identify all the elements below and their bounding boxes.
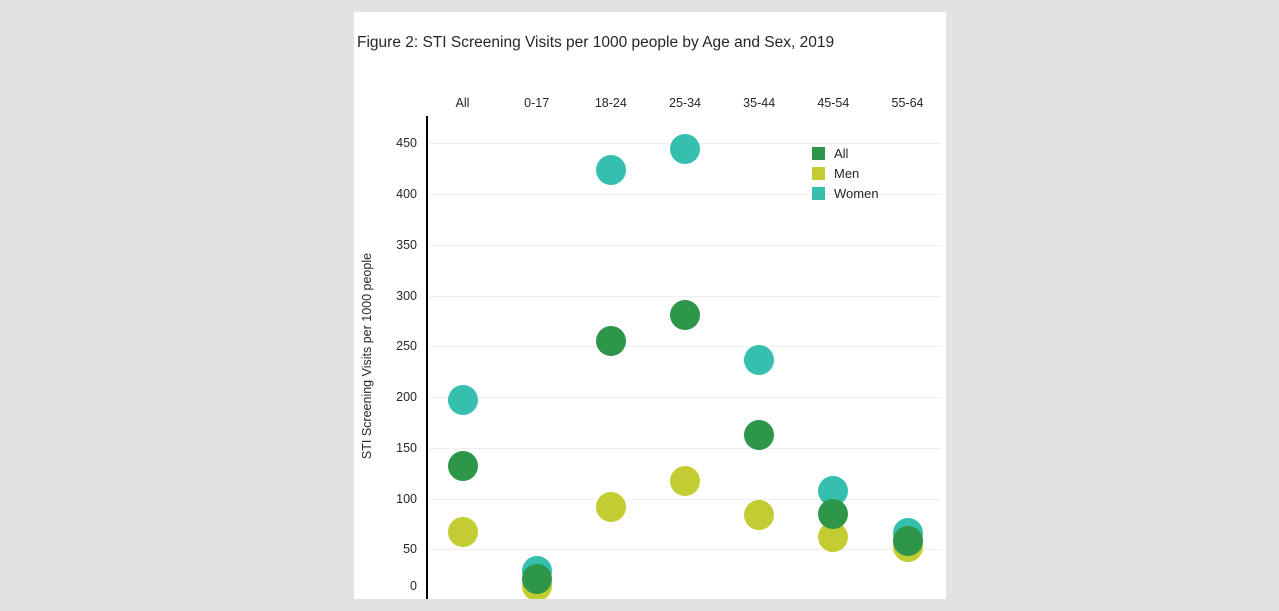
y-axis-line (426, 116, 428, 599)
point-all-55-64 (892, 526, 923, 557)
point-men-18-24 (595, 491, 626, 522)
gridline-50 (427, 549, 941, 551)
gridline-350 (427, 244, 941, 246)
legend-swatch-women (812, 186, 825, 200)
legend-label-women: Women (834, 185, 879, 201)
point-men-25-34 (670, 466, 700, 497)
gridline-100 (427, 498, 941, 500)
point-all-all (447, 451, 478, 482)
x-tick-label-55-64: 55-64 (891, 96, 924, 110)
legend-swatch-all (812, 146, 825, 160)
legend-label-all: All (834, 145, 849, 161)
x-tick-label-18-24: 18-24 (594, 96, 627, 110)
x-tick-label-25-34: 25-34 (669, 96, 701, 110)
x-tick-label-45-54: 45-54 (817, 96, 850, 110)
point-all-18-24 (595, 326, 626, 357)
y-tick-label-200: 200 (396, 390, 417, 404)
point-men-all (447, 516, 478, 547)
x-tick-label-35-44: 35-44 (743, 96, 776, 110)
legend-item-women: Women (812, 183, 879, 203)
legend-item-men: Men (812, 163, 879, 183)
legend: All Men Women (812, 143, 879, 203)
y-tick-label-400: 400 (396, 187, 417, 201)
x-tick-label-all: All (455, 96, 470, 110)
point-all-35-44 (744, 419, 775, 450)
legend-item-all: All (812, 143, 879, 163)
legend-label-men: Men (834, 165, 860, 181)
y-tick-label-50: 50 (403, 542, 417, 557)
legend-swatch-men (812, 166, 825, 180)
chart-title: Figure 2: STI Screening Visits per 1000 … (357, 34, 835, 51)
y-axis-title: STI Screening Visits per 1000 people (360, 252, 374, 460)
y-tick-label-350: 350 (396, 237, 417, 252)
point-men-35-44 (744, 499, 775, 530)
point-women-35-44 (744, 345, 775, 376)
point-women-25-34 (670, 134, 700, 165)
gridline-200 (427, 397, 941, 398)
x-tick-label-0-17: 0-17 (524, 96, 550, 110)
y-tick-label-250: 250 (396, 339, 417, 354)
point-all-25-34 (670, 299, 700, 330)
y-tick-label-150: 150 (396, 440, 417, 455)
point-all-0-17 (521, 563, 552, 594)
point-women-all (447, 385, 478, 416)
point-all-45-54 (818, 498, 849, 529)
gridline-250 (427, 346, 941, 348)
gridline-400 (427, 194, 941, 195)
y-tick-label-450: 450 (396, 136, 417, 151)
gridline-300 (427, 295, 941, 297)
gridline-150 (427, 447, 941, 449)
y-tick-label-100: 100 (396, 491, 417, 506)
point-women-18-24 (595, 154, 626, 185)
y-tick-label-300: 300 (396, 288, 417, 303)
chart-panel: Figure 2: STI Screening Visits per 1000 … (354, 12, 946, 599)
y-tick-label-0: 0 (410, 579, 417, 593)
